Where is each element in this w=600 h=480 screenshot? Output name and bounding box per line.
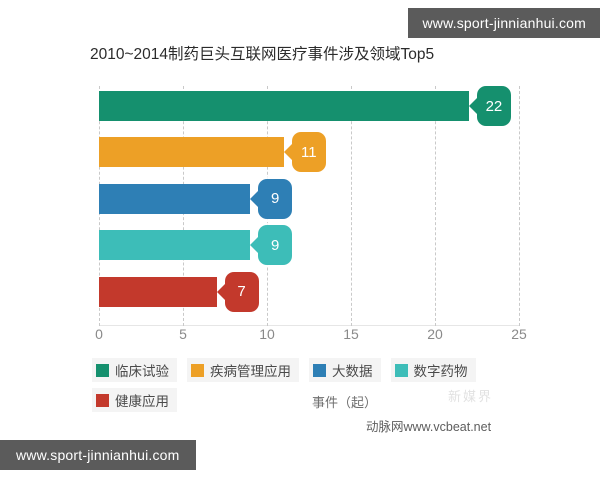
bar-row[interactable]: 7	[99, 271, 519, 312]
gridline	[351, 86, 352, 326]
bar-value-bubble: 7	[224, 271, 259, 312]
x-axis-caption: 事件（起）	[312, 395, 378, 410]
bar-row[interactable]: 11	[99, 132, 519, 173]
x-tick-label: 5	[179, 326, 187, 342]
legend-label: 临床试验	[115, 364, 169, 379]
bar[interactable]	[99, 183, 251, 214]
bar-value-label: 9	[271, 236, 280, 254]
legend-swatch	[96, 393, 109, 407]
bar[interactable]	[99, 230, 251, 261]
legend-item[interactable]: 健康应用	[92, 388, 177, 412]
x-axis-line	[99, 325, 519, 326]
gridline	[435, 86, 436, 326]
x-tick-label: 20	[427, 326, 443, 342]
legend-swatch	[191, 363, 204, 377]
x-tick-label: 25	[511, 326, 527, 342]
bar-row[interactable]: 9	[99, 225, 519, 266]
watermark-bottom-left: www.sport-jinnianhui.com	[0, 440, 196, 470]
legend-label: 数字药物	[413, 364, 468, 379]
source-credit: 动脉网www.vcbeat.net	[366, 420, 492, 434]
bar-row[interactable]: 22	[99, 86, 519, 126]
bar[interactable]	[99, 91, 469, 121]
plot-area: 0 5 10 15 20 25 22 11 9 9 7	[95, 86, 527, 342]
x-tick-label: 0	[95, 326, 103, 342]
bar-value-label: 11	[301, 143, 317, 161]
legend-item[interactable]: 疾病管理应用	[187, 358, 299, 382]
bar[interactable]	[99, 276, 217, 307]
legend-item[interactable]: 数字药物	[390, 358, 476, 382]
bar-value-bubble: 9	[258, 225, 293, 266]
x-tick-label: 15	[343, 326, 359, 342]
bar-row[interactable]: 9	[99, 178, 519, 219]
x-tick-label: 10	[259, 326, 275, 342]
chart-title: 2010~2014制药巨头互联网医疗事件涉及领域Top5	[90, 46, 435, 63]
legend-item[interactable]: 大数据	[309, 358, 381, 382]
ghost-watermark: 新媒界	[448, 389, 494, 404]
bar-value-bubble: 11	[291, 132, 326, 173]
legend-label: 大数据	[332, 364, 373, 379]
legend-item[interactable]: 临床试验	[92, 358, 177, 382]
watermark-top-right: www.sport-jinnianhui.com	[408, 8, 600, 38]
legend-label: 疾病管理应用	[210, 364, 291, 379]
legend-swatch	[394, 363, 408, 377]
bar-value-label: 9	[271, 190, 280, 208]
bar-value-label: 7	[237, 283, 246, 301]
legend-swatch	[96, 363, 109, 377]
gridline	[519, 86, 520, 326]
legend-label: 健康应用	[115, 394, 169, 409]
bar-value-label: 22	[485, 97, 503, 115]
bar-value-bubble: 9	[258, 178, 293, 219]
legend-swatch	[313, 363, 326, 377]
bar[interactable]	[99, 137, 284, 168]
bar-value-bubble: 22	[476, 86, 512, 126]
chart-legend: 临床试验 疾病管理应用 大数据 数字药物健康应用	[92, 358, 532, 412]
